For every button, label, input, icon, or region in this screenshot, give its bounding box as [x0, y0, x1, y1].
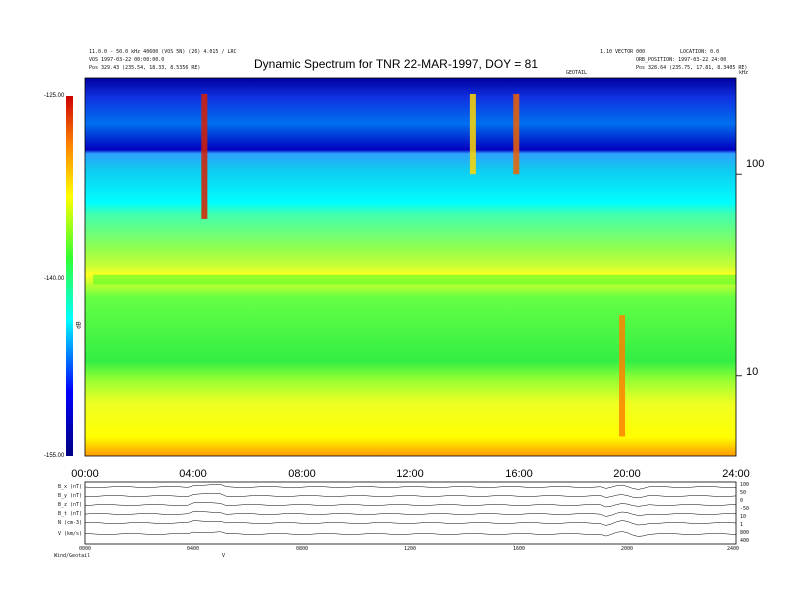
- panel-trace-4: [84, 511, 737, 517]
- panel-trace-5: [84, 520, 737, 526]
- panel-right-tick-5: 10: [740, 514, 747, 520]
- colorbar-tick-top: -125.00: [44, 93, 65, 99]
- spectrum-frame: [84, 77, 737, 457]
- spectrum-panel: [85, 78, 736, 456]
- panel-right-tick-3: 0: [740, 498, 744, 504]
- colorbar: [66, 96, 73, 456]
- panel-x-tick-2000: 2000: [620, 546, 634, 552]
- chart-title: Dynamic Spectrum for TNR 22-MAR-1997, DO…: [254, 57, 538, 71]
- panel-right-tick-7: 800: [740, 530, 750, 536]
- spectrum-feature-3: [513, 93, 520, 175]
- panel-label-bx: B_x (nT): [58, 484, 83, 490]
- panel-label-bt: B_t (nT): [58, 511, 83, 517]
- panel-x-tick-0400: 0400: [186, 546, 200, 552]
- panel-right-tick-8: 400: [740, 538, 750, 544]
- header-left-line-1: 11.0.0 - 50.0 kHz 40600 (VOS 5N) (26) 4.…: [89, 49, 237, 55]
- panel-trace-1: [84, 484, 737, 490]
- panel-footer-left: Wind/Geotail: [54, 553, 91, 559]
- header-left-line-3: Pos 329.43 (235.54, 18.33, 8.5356 RE): [89, 65, 201, 71]
- spectrum-feature-1: [201, 93, 208, 219]
- y-tick-10: 10: [746, 366, 759, 378]
- panel-right-tick-4: -50: [740, 506, 750, 512]
- panel-label-by: B_y (nT): [58, 493, 83, 499]
- x-tick-0400: 04:00: [179, 468, 207, 480]
- x-tick-0800: 08:00: [288, 468, 316, 480]
- header-left-line-2: VOS 1997-03-22 00:00:00.0: [89, 57, 165, 63]
- header-right-line-1: 1.10 VECTOR 000: [600, 49, 646, 55]
- panel-trace-6: [84, 531, 737, 537]
- y-axis-unit: kHz: [739, 70, 749, 76]
- x-tick-2000: 20:00: [613, 468, 641, 480]
- panel-trace-2: [84, 493, 737, 499]
- panels-frame: [84, 481, 737, 545]
- panel-x-tick-0800: 0800: [295, 546, 309, 552]
- panel-x-tick-1200: 1200: [403, 546, 417, 552]
- top-label: GEOTAIL: [566, 70, 588, 76]
- y-tick-100: 100: [746, 158, 765, 170]
- panel-label-bz: B_z (nT): [58, 502, 83, 508]
- colorbar-tick-mid: -140.00: [44, 276, 65, 282]
- header-right-line-4: Pos 328.64 (235.75, 17.81, 8.3405 RE): [636, 65, 748, 71]
- spectrum-feature-4: [93, 274, 736, 285]
- panel-right-tick-1: 100: [740, 482, 750, 488]
- x-tick-2400: 24:00: [722, 468, 750, 480]
- x-tick-0000: 00:00: [71, 468, 99, 480]
- x-tick-1600: 16:00: [505, 468, 533, 480]
- panel-right-tick-2: 50: [740, 490, 747, 496]
- panel-label-n: N (cm-3): [58, 520, 83, 526]
- x-tick-1200: 12:00: [396, 468, 424, 480]
- header-right-line-2: LOCATION: 0.0: [680, 49, 720, 55]
- colorbar-tick-bottom: -155.00: [44, 453, 65, 459]
- panel-x-tick-1600: 1600: [512, 546, 526, 552]
- panel-trace-3: [84, 502, 737, 508]
- colorbar-label: dB: [76, 321, 83, 329]
- panel-right-tick-6: 1: [740, 522, 744, 528]
- spectrum-feature-2: [469, 93, 476, 175]
- panel-label-v: V (km/s): [58, 531, 83, 537]
- spectrum-feature-5: [619, 315, 626, 437]
- panel-x-tick-2400: 2400: [726, 546, 740, 552]
- panel-footer-mid: V: [222, 553, 226, 559]
- header-right-line-3: ORB_POSITION: 1997-03-22 24:00: [636, 57, 727, 63]
- panel-x-tick-0000: 0000: [78, 546, 92, 552]
